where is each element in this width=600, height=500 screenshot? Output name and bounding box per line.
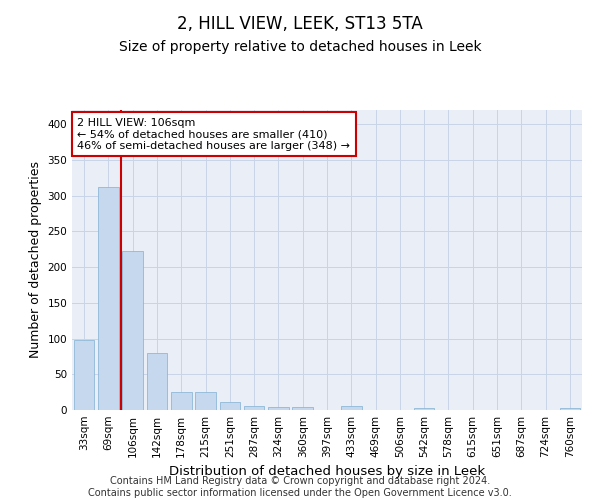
Bar	[146, 353, 167, 410]
Bar	[341, 406, 362, 410]
Bar	[171, 392, 191, 410]
Bar	[292, 407, 313, 410]
Text: Size of property relative to detached houses in Leek: Size of property relative to detached ho…	[119, 40, 481, 54]
Bar	[195, 392, 216, 410]
Bar	[98, 187, 119, 410]
Bar	[220, 402, 240, 410]
Text: Contains HM Land Registry data © Crown copyright and database right 2024.
Contai: Contains HM Land Registry data © Crown c…	[88, 476, 512, 498]
Bar	[268, 407, 289, 410]
Bar	[560, 408, 580, 410]
Text: 2, HILL VIEW, LEEK, ST13 5TA: 2, HILL VIEW, LEEK, ST13 5TA	[177, 15, 423, 33]
Bar	[122, 252, 143, 410]
Bar	[244, 406, 265, 410]
Y-axis label: Number of detached properties: Number of detached properties	[29, 162, 42, 358]
Text: 2 HILL VIEW: 106sqm
← 54% of detached houses are smaller (410)
46% of semi-detac: 2 HILL VIEW: 106sqm ← 54% of detached ho…	[77, 118, 350, 150]
X-axis label: Distribution of detached houses by size in Leek: Distribution of detached houses by size …	[169, 466, 485, 478]
Bar	[74, 340, 94, 410]
Bar	[414, 408, 434, 410]
